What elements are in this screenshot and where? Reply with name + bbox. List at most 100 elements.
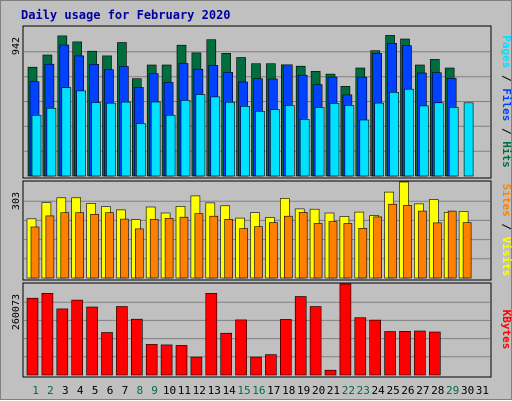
kbytes-panel	[22, 282, 492, 378]
legend-entry-sites: Sites	[500, 184, 512, 217]
bar-kbytes-day-25	[384, 331, 396, 376]
x-tick-label-day-3: 3	[62, 384, 69, 397]
bar-sites-day-4	[75, 212, 84, 279]
legend-separator: /	[500, 68, 512, 88]
bar-pages-day-15	[240, 106, 250, 177]
bar-sites-day-7	[120, 218, 129, 279]
bar-pages-day-2	[46, 108, 57, 177]
bar-pages-day-20	[314, 107, 325, 177]
bar-kbytes-day-24	[369, 319, 382, 376]
bar-pages-day-16	[255, 111, 265, 177]
bar-sites-day-3	[60, 212, 70, 279]
bar-kbytes-day-11	[175, 345, 188, 376]
bar-kbytes-day-15	[235, 319, 247, 376]
bar-kbytes-day-13	[205, 292, 218, 376]
bar-pages-day-26	[404, 88, 414, 177]
bar-pages-day-1	[31, 115, 42, 177]
x-tick-label-day-31: 31	[476, 384, 489, 397]
bar-kbytes-day-14	[220, 332, 232, 376]
bar-pages-day-22	[344, 105, 355, 177]
bar-kbytes-day-18	[279, 319, 292, 376]
bar-pages-day-9	[150, 101, 161, 177]
bar-pages-day-6	[106, 102, 116, 177]
x-tick-label-day-17: 17	[267, 384, 280, 397]
bar-kbytes-day-6	[101, 332, 113, 376]
bar-pages-day-19	[299, 119, 310, 177]
bar-sites-day-21	[328, 221, 338, 279]
bar-kbytes-day-4	[71, 299, 83, 376]
x-tick-label-day-12: 12	[193, 384, 206, 397]
legend-kbytes: KBytes	[500, 310, 512, 350]
legend-entry-pages: Pages	[500, 35, 512, 68]
x-tick-label-day-28: 28	[431, 384, 444, 397]
legend-entry-visits: Visits	[500, 237, 512, 277]
legend-visits-sites: Sites / Visits	[500, 184, 512, 277]
bar-sites-day-23	[358, 228, 368, 279]
bar-kbytes-day-19	[294, 296, 307, 376]
bar-pages-day-27	[419, 105, 429, 177]
bar-sites-day-24	[373, 216, 383, 279]
bar-kbytes-day-20	[309, 306, 322, 376]
x-tick-label-day-5: 5	[92, 384, 99, 397]
legend-entry-hits: Hits	[500, 141, 512, 168]
x-tick-label-day-4: 4	[77, 384, 84, 397]
x-tick-label-day-19: 19	[297, 384, 310, 397]
max-value-label-hits-files-pages: 942	[11, 37, 22, 55]
bar-kbytes-day-7	[116, 306, 128, 376]
bar-sites-day-2	[45, 215, 55, 279]
bar-kbytes-day-3	[56, 308, 69, 376]
bar-sites-day-5	[90, 214, 99, 279]
x-tick-label-day-8: 8	[136, 384, 143, 397]
bar-kbytes-day-21	[324, 369, 337, 376]
x-tick-label-day-29: 29	[446, 384, 459, 397]
bar-kbytes-day-27	[414, 330, 426, 376]
x-tick-label-day-11: 11	[178, 384, 191, 397]
x-tick-label-day-13: 13	[208, 384, 221, 397]
bar-pages-day-29	[448, 107, 459, 177]
bar-pages-day-12	[195, 94, 206, 177]
legend-hits-files-pages: Pages / Files / Hits	[500, 35, 512, 168]
bar-kbytes-day-22	[339, 283, 352, 376]
bar-sites-day-20	[313, 223, 323, 279]
x-tick-label-day-15: 15	[237, 384, 250, 397]
bar-sites-day-26	[403, 205, 412, 279]
x-tick-label-day-22: 22	[342, 384, 355, 397]
bar-kbytes-day-2	[41, 292, 54, 376]
x-tick-label-day-16: 16	[252, 384, 265, 397]
bar-pages-day-8	[136, 123, 146, 177]
bar-pages-day-25	[389, 92, 399, 177]
bar-pages-day-18	[284, 105, 295, 177]
x-tick-label-day-20: 20	[312, 384, 325, 397]
max-value-label-visits-sites: 303	[11, 192, 22, 210]
bar-sites-day-19	[298, 212, 308, 279]
x-tick-label-day-24: 24	[371, 384, 385, 397]
bar-pages-day-23	[359, 119, 370, 177]
legend-entry-kbytes: KBytes	[500, 310, 512, 350]
bar-kbytes-day-5	[86, 306, 98, 376]
bar-sites-day-15	[239, 228, 248, 279]
bar-pages-day-30	[463, 102, 474, 177]
bar-pages-day-5	[91, 102, 101, 177]
bar-sites-day-18	[283, 215, 293, 279]
bar-sites-day-16	[254, 226, 263, 279]
x-tick-label-day-21: 21	[327, 384, 340, 397]
bar-kbytes-day-9	[145, 344, 158, 376]
bar-pages-day-11	[180, 100, 191, 177]
x-tick-label-day-27: 27	[416, 384, 429, 397]
bar-sites-day-27	[418, 210, 427, 279]
bar-kbytes-day-10	[160, 344, 173, 376]
bar-pages-day-17	[270, 109, 280, 177]
x-tick-label-day-2: 2	[47, 384, 54, 397]
chart-title: Daily usage for February 2020	[21, 8, 231, 22]
bar-sites-day-10	[164, 218, 174, 279]
bar-sites-day-22	[343, 223, 353, 279]
bar-sites-day-28	[432, 222, 442, 279]
bar-kbytes-day-17	[265, 354, 277, 376]
bar-pages-day-28	[433, 102, 444, 177]
bar-sites-day-29	[447, 210, 457, 279]
bar-kbytes-day-16	[250, 356, 262, 376]
legend-entry-files: Files	[500, 88, 512, 121]
bar-sites-day-13	[209, 215, 219, 279]
bar-kbytes-day-28	[428, 331, 441, 376]
